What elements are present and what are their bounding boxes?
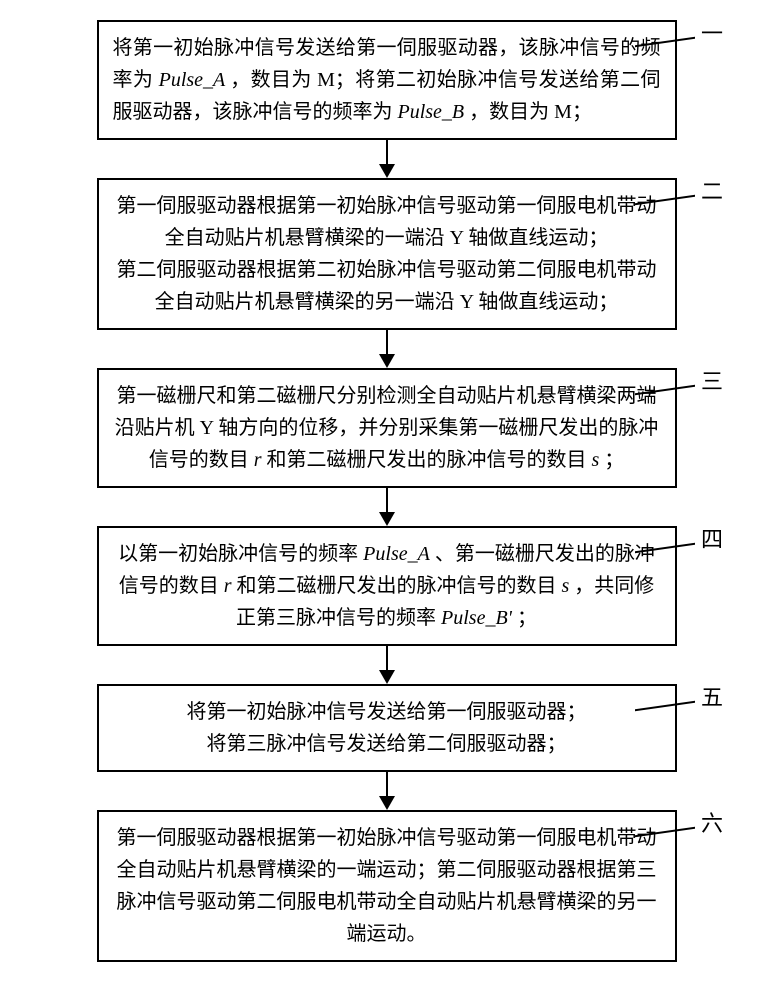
step-box-4: 以第一初始脉冲信号的频率 Pulse_A 、第一磁栅尺发出的脉冲信号的数目 r … [97, 526, 677, 646]
step-label-1: 一 [701, 16, 723, 48]
step-row-2: 第一伺服驱动器根据第一初始脉冲信号驱动第一伺服电机带动全自动贴片机悬臂横梁的一端… [20, 178, 753, 330]
arrow-head-icon [379, 354, 395, 368]
arrow-3 [379, 488, 395, 526]
label-area-2: 二 [635, 174, 723, 206]
var-pulse-a-1: Pulse_A [159, 69, 231, 91]
arrow-2 [379, 330, 395, 368]
step-text-1c: ，数目为 M； [469, 101, 592, 123]
leader-line-2 [635, 175, 695, 205]
label-area-1: 一 [635, 16, 723, 48]
step-label-2: 二 [701, 174, 723, 206]
leader-line-5 [635, 681, 695, 711]
label-area-5: 五 [635, 680, 723, 712]
arrow-1 [379, 140, 395, 178]
arrow-head-icon [379, 796, 395, 810]
step-row-1: 将第一初始脉冲信号发送给第一伺服驱动器，该脉冲信号的频率为 Pulse_A ，数… [20, 20, 753, 140]
leader-line-1 [635, 17, 695, 47]
step-box-3: 第一磁栅尺和第二磁栅尺分别检测全自动贴片机悬臂横梁两端沿贴片机 Y 轴方向的位移… [97, 368, 677, 488]
var-pulse-a-4: Pulse_A [363, 543, 430, 565]
arrow-line [386, 488, 388, 512]
step-text-5b: 将第三脉冲信号发送给第二伺服驱动器； [113, 728, 661, 760]
step-row-5: 将第一初始脉冲信号发送给第一伺服驱动器； 将第三脉冲信号发送给第二伺服驱动器； … [20, 684, 753, 772]
leader-line-6 [635, 807, 695, 837]
arrow-4 [379, 646, 395, 684]
label-area-6: 六 [635, 806, 723, 838]
step-box-5: 将第一初始脉冲信号发送给第一伺服驱动器； 将第三脉冲信号发送给第二伺服驱动器； [97, 684, 677, 772]
step-box-2: 第一伺服驱动器根据第一初始脉冲信号驱动第一伺服电机带动全自动贴片机悬臂横梁的一端… [97, 178, 677, 330]
step-text-5a: 将第一初始脉冲信号发送给第一伺服驱动器； [113, 696, 661, 728]
step-text-2b: 第二伺服驱动器根据第二初始脉冲信号驱动第二伺服电机带动全自动贴片机悬臂横梁的另一… [113, 254, 661, 318]
arrow-line [386, 646, 388, 670]
step-label-5: 五 [701, 680, 723, 712]
step-label-6: 六 [701, 806, 723, 838]
arrow-head-icon [379, 670, 395, 684]
arrow-line [386, 772, 388, 796]
step-label-3: 三 [701, 364, 723, 396]
var-s-4: s [562, 575, 570, 597]
var-r-4: r [224, 575, 232, 597]
arrow-line [386, 140, 388, 164]
label-area-3: 三 [635, 364, 723, 396]
step-text-4a: 以第一初始脉冲信号的频率 [118, 543, 363, 565]
leader-line-3 [635, 365, 695, 395]
flowchart-container: 将第一初始脉冲信号发送给第一伺服驱动器，该脉冲信号的频率为 Pulse_A ，数… [20, 20, 753, 962]
var-pulse-b-1: Pulse_B [398, 101, 470, 123]
leader-line-4 [635, 523, 695, 553]
step-text-3c: ； [604, 449, 624, 471]
step-box-6: 第一伺服驱动器根据第一初始脉冲信号驱动第一伺服电机带动全自动贴片机悬臂横梁的一端… [97, 810, 677, 962]
arrow-head-icon [379, 512, 395, 526]
label-area-4: 四 [635, 522, 723, 554]
step-box-1: 将第一初始脉冲信号发送给第一伺服驱动器，该脉冲信号的频率为 Pulse_A ，数… [97, 20, 677, 140]
var-s-3: s [592, 449, 600, 471]
step-text-4e: ； [517, 607, 537, 629]
step-label-4: 四 [701, 522, 723, 554]
var-r-3: r [254, 449, 262, 471]
arrow-line [386, 330, 388, 354]
step-text-6: 第一伺服驱动器根据第一初始脉冲信号驱动第一伺服电机带动全自动贴片机悬臂横梁的一端… [117, 827, 657, 945]
arrow-head-icon [379, 164, 395, 178]
step-row-3: 第一磁栅尺和第二磁栅尺分别检测全自动贴片机悬臂横梁两端沿贴片机 Y 轴方向的位移… [20, 368, 753, 488]
step-row-4: 以第一初始脉冲信号的频率 Pulse_A 、第一磁栅尺发出的脉冲信号的数目 r … [20, 526, 753, 646]
step-text-4c: 和第二磁栅尺发出的脉冲信号的数目 [237, 575, 562, 597]
step-text-2a: 第一伺服驱动器根据第一初始脉冲信号驱动第一伺服电机带动全自动贴片机悬臂横梁的一端… [113, 190, 661, 254]
step-row-6: 第一伺服驱动器根据第一初始脉冲信号驱动第一伺服电机带动全自动贴片机悬臂横梁的一端… [20, 810, 753, 962]
var-pulse-b-prime-4: Pulse_B' [441, 607, 512, 629]
step-text-3b: 和第二磁栅尺发出的脉冲信号的数目 [267, 449, 592, 471]
arrow-5 [379, 772, 395, 810]
